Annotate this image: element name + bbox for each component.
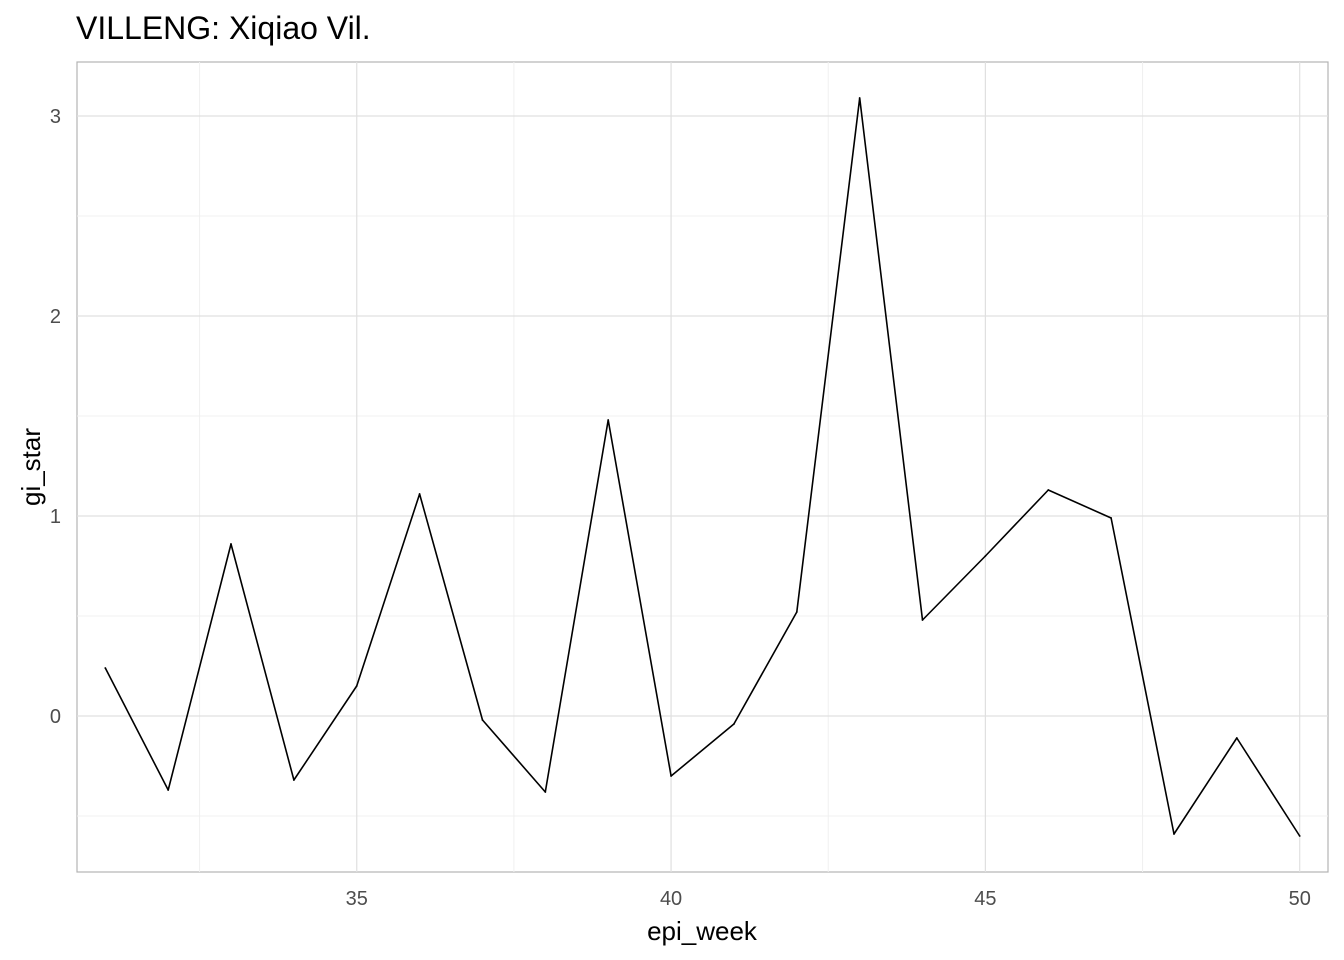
data-point — [795, 611, 798, 613]
data-point — [984, 555, 987, 557]
data-point — [230, 543, 232, 545]
x-tick-label: 45 — [974, 888, 996, 910]
x-axis-title: epi_week — [647, 916, 758, 946]
data-point — [858, 97, 861, 99]
data-point — [1173, 833, 1175, 835]
data-point — [670, 775, 672, 777]
x-axis-ticks: 35 40 45 50 — [346, 888, 1311, 910]
chart-title: VILLENG: Xiqiao Vil. — [76, 10, 371, 46]
data-point — [1235, 737, 1238, 739]
data-point — [921, 619, 924, 621]
y-tick-label: 0 — [50, 706, 61, 728]
data-point — [104, 667, 107, 669]
data-point — [292, 779, 295, 781]
x-tick-label: 50 — [1289, 888, 1311, 910]
series-line — [104, 97, 1301, 837]
data-point — [1047, 489, 1050, 491]
data-point — [418, 493, 421, 495]
minor-gridlines — [77, 62, 1328, 872]
series-layer — [104, 97, 1301, 837]
data-point — [1298, 835, 1301, 837]
data-point — [1110, 517, 1113, 519]
major-gridlines — [77, 62, 1328, 872]
y-axis-ticks: 0 1 2 3 — [50, 106, 61, 728]
y-tick-label: 3 — [50, 106, 61, 128]
data-point — [481, 719, 484, 721]
y-tick-label: 1 — [50, 506, 61, 528]
x-tick-label: 35 — [346, 888, 368, 910]
data-point — [544, 791, 547, 793]
data-point — [733, 723, 735, 725]
x-tick-label: 40 — [660, 888, 682, 910]
plot-panel — [76, 61, 1329, 873]
y-tick-label: 2 — [50, 306, 61, 328]
data-point — [355, 685, 358, 687]
data-point — [167, 789, 170, 791]
y-axis-title: gi_star — [16, 428, 46, 506]
data-point — [607, 419, 610, 421]
